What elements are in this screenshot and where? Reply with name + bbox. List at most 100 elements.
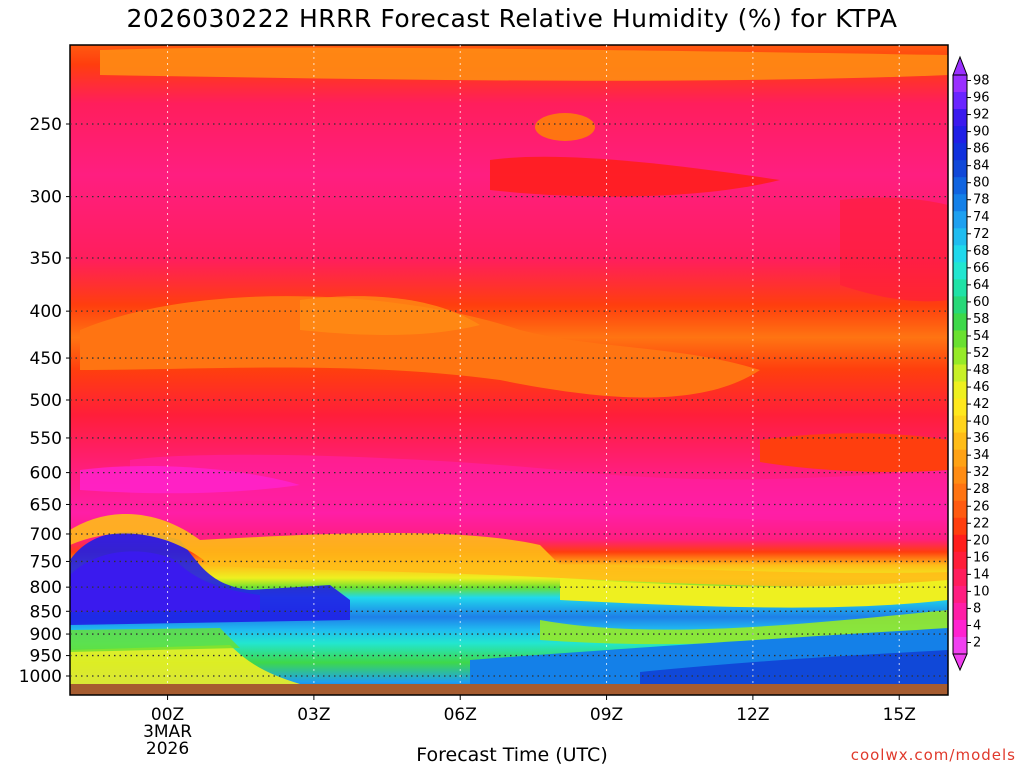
colorbar-swatch-74 <box>953 211 967 229</box>
colorbar-swatch-10 <box>953 585 967 604</box>
colorbar-swatch-32 <box>953 466 967 485</box>
orange-mid-band <box>80 296 760 398</box>
colorbar-label-64: 64 <box>973 278 990 293</box>
y-tick-label-850: 850 <box>30 602 62 622</box>
colorbar-frame <box>952 74 968 655</box>
plot-area <box>69 44 949 718</box>
colorbar: 9896929086848078747268666460585452484642… <box>952 55 990 672</box>
colorbar-swatch-40 <box>953 415 967 434</box>
colorbar-label-72: 72 <box>973 227 990 242</box>
colorbar-label-66: 66 <box>973 261 990 276</box>
colorbar-label-46: 46 <box>973 380 990 395</box>
colorbar-label-4: 4 <box>973 618 981 633</box>
orange-top-band <box>100 47 948 81</box>
colorbar-swatch-98 <box>953 75 967 93</box>
red-east-upper <box>840 197 948 302</box>
colorbar-swatch-26 <box>953 500 967 519</box>
colorbar-label-22: 22 <box>973 516 990 531</box>
colorbar-swatch-96 <box>953 92 967 110</box>
colorbar-swatch-84 <box>953 160 967 178</box>
x-tick-label-06Z: 06Z <box>444 705 477 725</box>
colorbar-label-42: 42 <box>973 397 990 412</box>
colorbar-label-96: 96 <box>973 91 990 106</box>
colorbar-swatch-2 <box>953 636 967 655</box>
colorbar-swatch-90 <box>953 126 967 144</box>
colorbar-label-90: 90 <box>973 125 990 140</box>
colorbar-label-32: 32 <box>973 465 990 480</box>
colorbar-swatch-46 <box>953 381 967 400</box>
y-tick-label-700: 700 <box>30 525 62 545</box>
colorbar-label-80: 80 <box>973 176 990 191</box>
y-axis: 250 300 350 400 450 500 550 600 650 700 750 800 850 9… <box>19 115 70 687</box>
colorbar-swatch-48 <box>953 364 967 383</box>
colorbar-swatch-86 <box>953 143 967 161</box>
colorbar-swatch-54 <box>953 330 967 348</box>
colorbar-label-40: 40 <box>973 414 990 429</box>
colorbar-swatch-28 <box>953 483 967 502</box>
green-surface-west <box>70 628 240 652</box>
x-tick-label-12Z: 12Z <box>736 705 769 725</box>
y-tick-label-750: 750 <box>30 552 62 572</box>
colorbar-label-54: 54 <box>973 329 990 344</box>
orange-blob-250 <box>535 113 595 141</box>
colorbar-swatch-8 <box>953 602 967 621</box>
plot-frame <box>69 44 949 696</box>
colorbar-top-arrow <box>952 55 968 76</box>
pink-layer-650 <box>130 454 948 522</box>
colorbar-swatch-92 <box>953 109 967 127</box>
source-credit: coolwx.com/models <box>850 746 1016 764</box>
colorbar-swatch-66 <box>953 262 967 280</box>
colorbar-swatch-16 <box>953 551 967 570</box>
y-tick-label-350: 350 <box>30 249 62 269</box>
x-tick-label-09Z: 09Z <box>590 705 623 725</box>
colorbar-label-68: 68 <box>973 244 990 259</box>
colorbar-label-92: 92 <box>973 108 990 123</box>
colorbar-label-20: 20 <box>973 533 990 548</box>
colorbar-label-28: 28 <box>973 482 990 497</box>
grid-lines <box>70 45 948 684</box>
magenta-patch-west <box>80 465 300 494</box>
colorbar-label-36: 36 <box>973 431 990 446</box>
deep-blue-low-level <box>640 650 948 684</box>
x-tick-label-00Z: 00Z <box>151 705 184 725</box>
y-tick-label-250: 250 <box>30 115 62 135</box>
colorbar-label-16: 16 <box>973 550 990 565</box>
colorbar-label-98: 98 <box>973 74 990 89</box>
colorbar-label-58: 58 <box>973 312 990 327</box>
colorbar-label-48: 48 <box>973 363 990 378</box>
y-tick-label-400: 400 <box>30 302 62 322</box>
colorbar-swatch-34 <box>953 449 967 468</box>
y-tick-label-800: 800 <box>30 578 62 598</box>
red-patch-east <box>760 433 948 473</box>
y-tick-label-550: 550 <box>30 429 62 449</box>
yellow-band-east <box>560 578 948 608</box>
colorbar-label-60: 60 <box>973 295 990 310</box>
y-tick-label-650: 650 <box>30 495 62 515</box>
chart-title: 2026030222 HRRR Forecast Relative Humidi… <box>126 4 898 33</box>
red-upper-patch <box>490 156 780 197</box>
colorbar-label-74: 74 <box>973 210 990 225</box>
colorbar-swatch-78 <box>953 194 967 212</box>
y-tick-label-450: 450 <box>30 349 62 369</box>
yellow-surface-west <box>70 645 300 684</box>
y-tick-label-900: 900 <box>30 625 62 645</box>
colorbar-bottom-arrow <box>952 653 968 672</box>
colorbar-swatch-14 <box>953 568 967 587</box>
y-tick-label-600: 600 <box>30 464 62 484</box>
colorbar-swatch-52 <box>953 347 967 365</box>
colorbar-label-26: 26 <box>973 499 990 514</box>
x-date-label-1: 2026 <box>146 739 189 759</box>
x-date-label-0: 3MAR <box>143 722 192 742</box>
y-tick-label-500: 500 <box>30 391 62 411</box>
colorbar-swatch-80 <box>953 177 967 195</box>
colorbar-swatch-60 <box>953 296 967 314</box>
y-tick-label-1000: 1000 <box>19 667 62 687</box>
colorbar-swatch-72 <box>953 228 967 246</box>
colorbar-label-2: 2 <box>973 635 981 650</box>
colorbar-swatch-42 <box>953 398 967 417</box>
colorbar-label-10: 10 <box>973 584 990 599</box>
x-axis-label: Forecast Time (UTC) <box>416 744 608 766</box>
colorbar-label-8: 8 <box>973 601 981 616</box>
